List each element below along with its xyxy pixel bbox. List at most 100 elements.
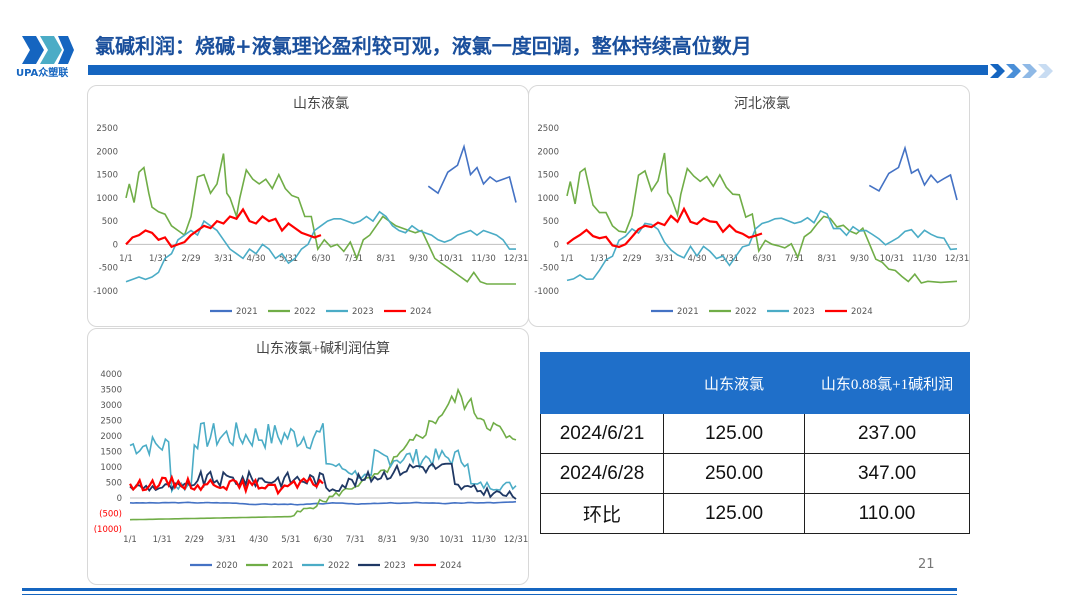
x-tick-label: 10/31 <box>439 535 464 545</box>
table-header-cell: 山东0.88氯+1碱利润 <box>804 352 970 414</box>
x-tick-label: 9/30 <box>409 254 428 264</box>
x-tick-label: 2/29 <box>622 254 641 264</box>
series-line-2024 <box>125 207 322 249</box>
x-tick-label: 10/31 <box>880 254 905 264</box>
x-tick-label: 4/30 <box>246 254 265 264</box>
y-tick-label: 1000 <box>100 463 122 473</box>
x-tick-label: 9/30 <box>410 535 429 545</box>
x-tick-label: 8/31 <box>378 535 397 545</box>
y-tick-label: 3500 <box>100 386 122 396</box>
chart-shandong-profit: 山东液氯+碱利润估算 4000 3500 3000 2500 2000 1500 1000 50… <box>94 341 528 571</box>
y-tick-label: -500 <box>99 264 118 274</box>
legend-label: 2020 <box>216 561 238 571</box>
legend-label: 2024 <box>410 307 432 317</box>
chart-title: 山东液氯 <box>293 96 349 112</box>
table-header-cell: 山东液氯 <box>663 352 805 414</box>
footer-line-thin <box>22 594 957 595</box>
page-title: 氯碱利润：烧碱+液氯理论盈利较可观，液氯一度回调，整体持续高位数月 <box>95 34 752 58</box>
table-cell: 125.00 <box>663 413 805 454</box>
x-tick-label: 1/31 <box>590 254 609 264</box>
chart-title: 山东液氯+碱利润估算 <box>256 341 390 357</box>
x-tick-label: 2/29 <box>185 535 204 545</box>
x-tick-label: 3/31 <box>214 254 233 264</box>
x-tick-label: 12/31 <box>945 254 969 264</box>
series-line-2023 <box>125 210 516 283</box>
series-line-2022 <box>125 153 516 285</box>
table-header-cell <box>540 352 664 414</box>
table-cell: 125.00 <box>663 493 805 534</box>
y-tick-label: 500 <box>106 479 122 489</box>
footer-line <box>22 588 957 591</box>
legend-label: 2023 <box>352 307 374 317</box>
x-tick-label: 5/31 <box>279 254 298 264</box>
x-tick-label: 4/30 <box>249 535 268 545</box>
legend-label: 2023 <box>384 561 406 571</box>
x-tick-label: 5/31 <box>720 254 739 264</box>
profit-table: 山东液氯 山东0.88氯+1碱利润 2024/6/21 125.00 237.0… <box>540 352 970 534</box>
x-tick-label: 8/31 <box>817 254 836 264</box>
x-tick-label: 8/31 <box>376 254 395 264</box>
series-line-2023 <box>129 462 517 500</box>
y-tick-label: 2000 <box>537 147 559 157</box>
y-tick-label: 500 <box>543 217 559 227</box>
x-tick-label: 1/1 <box>123 535 137 545</box>
title-underline-bar <box>88 65 988 75</box>
y-tick-label: (1000) <box>94 525 122 535</box>
chart-panel-shandong-profit: 山东液氯+碱利润估算 4000 3500 3000 2500 2000 1500 1000 50… <box>87 328 529 585</box>
x-tick-label: 12/31 <box>504 254 528 264</box>
y-tick-label: 2000 <box>100 432 122 442</box>
table-row: 环比 125.00 110.00 <box>540 493 970 534</box>
x-tick-label: 11/30 <box>471 254 496 264</box>
y-tick-label: 1500 <box>537 171 559 181</box>
table-cell: 2024/6/28 <box>540 453 664 494</box>
y-tick-label: 1500 <box>96 171 118 181</box>
y-tick-label: 1000 <box>96 194 118 204</box>
chart-title: 河北液氯 <box>734 96 790 112</box>
x-tick-label: 1/31 <box>153 535 172 545</box>
y-tick-label: 1500 <box>100 448 122 458</box>
upa-logo: UPA众塑联 <box>16 36 74 79</box>
y-tick-label: 500 <box>102 217 118 227</box>
y-tick-label: 2500 <box>96 124 118 134</box>
y-tick-label: 0 <box>113 240 118 250</box>
series-line-2021 <box>129 387 517 521</box>
x-tick-label: 11/30 <box>912 254 937 264</box>
chart-shandong-chlorine: 山东液氯 2500 2000 1500 1000 500 0 -500 -1000 1/1 1/31… <box>93 96 528 317</box>
table-cell: 2024/6/21 <box>540 413 664 454</box>
legend-label: 2021 <box>236 307 258 317</box>
y-tick-label: -1000 <box>534 287 559 297</box>
legend-label: 2022 <box>294 307 316 317</box>
series-line-2020 <box>129 500 517 506</box>
x-tick-label: 7/31 <box>346 535 365 545</box>
y-tick-label: 2000 <box>96 147 118 157</box>
table-header-row: 山东液氯 山东0.88氯+1碱利润 <box>540 352 970 414</box>
x-tick-label: 1/1 <box>119 254 133 264</box>
chart-panel-hebei-chlorine: 河北液氯 2500 2000 1500 1000 500 0 -500 -1000 1/1 1/31… <box>528 85 970 327</box>
x-tick-label: 10/31 <box>439 254 464 264</box>
x-tick-label: 4/30 <box>687 254 706 264</box>
y-tick-label: -1000 <box>93 287 118 297</box>
chart-hebei-chlorine: 河北液氯 2500 2000 1500 1000 500 0 -500 -1000 1/1 1/31… <box>534 96 969 317</box>
legend-label: 2023 <box>793 307 815 317</box>
x-tick-label: 3/31 <box>655 254 674 264</box>
table-cell: 110.00 <box>804 493 970 534</box>
y-tick-label: (500) <box>99 510 122 520</box>
x-tick-label: 6/30 <box>313 535 332 545</box>
legend-label: 2021 <box>677 307 699 317</box>
y-tick-label: 1000 <box>537 194 559 204</box>
table-row: 2024/6/21 125.00 237.00 <box>540 413 970 454</box>
logo-text: UPA众塑联 <box>16 66 68 79</box>
legend-label: 2024 <box>440 561 462 571</box>
table-cell: 347.00 <box>804 453 970 494</box>
series-line-2023 <box>566 209 958 282</box>
y-tick-label: 0 <box>117 494 122 504</box>
x-tick-label: 12/31 <box>504 535 528 545</box>
y-tick-label: 2500 <box>537 124 559 134</box>
table-row: 2024/6/28 250.00 347.00 <box>540 453 970 494</box>
x-tick-label: 3/31 <box>217 535 236 545</box>
legend-label: 2022 <box>328 561 350 571</box>
x-tick-label: 9/30 <box>850 254 869 264</box>
x-tick-label: 6/30 <box>752 254 771 264</box>
chart-panel-shandong-chlorine: 山东液氯 2500 2000 1500 1000 500 0 -500 -1000 1/1 1/31… <box>87 85 529 327</box>
y-tick-label: 2500 <box>100 417 122 427</box>
